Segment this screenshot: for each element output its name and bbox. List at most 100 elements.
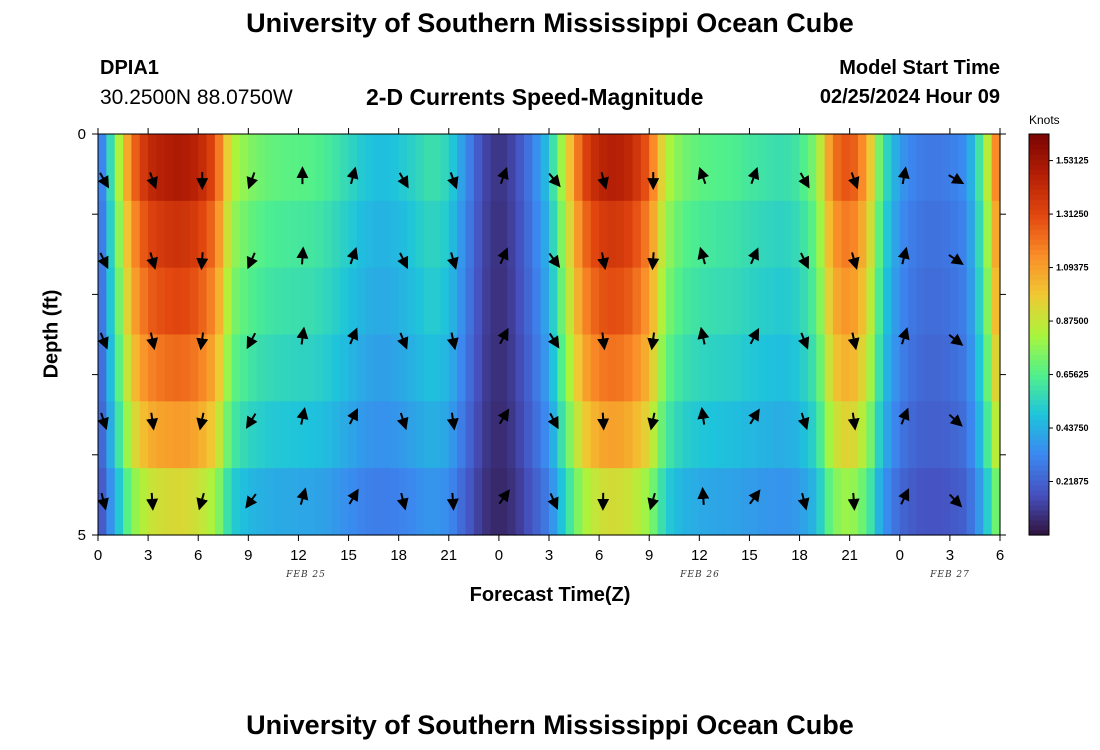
heatmap-cell (974, 468, 984, 536)
heatmap-cell (574, 401, 584, 469)
heatmap-cell (340, 200, 350, 269)
model-start-label: Model Start Time (839, 57, 1000, 79)
heatmap-cell (106, 468, 116, 536)
heatmap-cell (206, 134, 216, 202)
heatmap-cell (674, 134, 684, 202)
heatmap-cell (732, 134, 742, 202)
current-arrow (296, 246, 309, 265)
heatmap-cell (933, 267, 943, 336)
current-arrow (797, 332, 810, 350)
heatmap-cell (423, 468, 433, 536)
current-arrow (97, 332, 109, 350)
heatmap-cell (473, 468, 483, 536)
heatmap-cell (707, 134, 717, 202)
heatmap-cell (248, 334, 258, 402)
heatmap-cell (398, 401, 408, 469)
heatmap-cell (106, 401, 116, 469)
heatmap-cell (858, 334, 867, 402)
heatmap-cell (966, 334, 976, 402)
heatmap-cell (98, 134, 107, 202)
heatmap-cell (432, 401, 442, 469)
heatmap-cell (440, 200, 450, 269)
heatmap-cell (716, 267, 725, 336)
heatmap-cell (482, 401, 492, 469)
heatmap-cell (214, 468, 224, 536)
heatmap-cell (239, 468, 249, 536)
current-arrow (447, 252, 459, 270)
heatmap-cell (933, 200, 943, 269)
heatmap-cell (549, 334, 558, 402)
heatmap-cell (373, 401, 383, 469)
heatmap-cell (716, 334, 725, 402)
current-arrow (597, 332, 610, 351)
heatmap-cell (415, 468, 425, 536)
heatmap-cell (432, 334, 442, 402)
x-tick-label: 6 (595, 547, 603, 564)
heatmap-cell (749, 134, 759, 202)
heatmap-cell (239, 334, 249, 402)
heatmap-cell (123, 267, 133, 336)
heatmap-cell (114, 401, 124, 469)
colorbar-segment (1029, 329, 1049, 336)
heatmap-cell (732, 267, 742, 336)
heatmap-cell (281, 334, 291, 402)
heatmap-cell (799, 334, 809, 402)
heatmap-cell (966, 468, 976, 536)
heatmap-cell (849, 401, 859, 469)
current-arrow (949, 493, 963, 508)
heatmap-cell (290, 468, 300, 536)
heatmap-cell (549, 200, 558, 269)
heatmap-cell (607, 267, 617, 336)
y-tick-label: 5 (78, 527, 86, 544)
heatmap-cell (131, 334, 141, 402)
current-arrow (897, 166, 910, 185)
heatmap-cell (824, 401, 834, 469)
heatmap-cell (214, 200, 224, 269)
current-arrow (497, 408, 510, 425)
heatmap-cell (206, 468, 216, 536)
heatmap-cell (724, 267, 734, 336)
heatmap-cell (632, 134, 642, 202)
x-tick-label: 3 (545, 547, 553, 564)
heatmap-cell (239, 401, 249, 469)
current-arrow (196, 412, 209, 431)
heatmap-cell (189, 267, 199, 336)
heatmap-cell (281, 401, 291, 469)
heatmap-cell (131, 200, 141, 269)
x-tick-label: 0 (495, 547, 503, 564)
heatmap-cell (415, 200, 425, 269)
heatmap-cell (189, 200, 199, 269)
heatmap-cell (373, 334, 383, 402)
current-arrow (948, 413, 963, 427)
heatmap-cell (949, 200, 959, 269)
current-arrow (597, 252, 610, 271)
current-arrow (146, 172, 158, 190)
heatmap-cell (574, 200, 584, 269)
heatmap-cell (757, 468, 767, 536)
x-tick-label: 15 (741, 547, 758, 564)
heatmap-cell (707, 267, 717, 336)
heatmap-cell (98, 468, 107, 536)
heatmap-cell (315, 468, 325, 536)
heatmap-cell (139, 334, 149, 402)
heatmap-cell (782, 267, 792, 336)
heatmap-cell (949, 334, 959, 402)
heatmap-cell (832, 401, 842, 469)
heatmap-cell (916, 267, 926, 336)
heatmap-cell (866, 200, 876, 269)
current-arrow (797, 412, 810, 431)
heatmap-cell (498, 134, 508, 202)
heatmap-cell (933, 134, 943, 202)
heatmap-cell (381, 334, 391, 402)
heatmap-cell (465, 267, 475, 336)
heatmap-cell (507, 134, 517, 202)
heatmap-cell (223, 401, 233, 469)
colorbar-segment (1029, 469, 1049, 476)
colorbar-segment (1029, 284, 1049, 290)
heatmap-cell (373, 134, 383, 202)
colorbar-segment (1029, 319, 1049, 326)
colorbar-tick-label: 1.31250 (1056, 209, 1089, 219)
current-arrow (246, 332, 258, 350)
heatmap-cell (640, 334, 650, 402)
heatmap-cell (899, 401, 909, 469)
